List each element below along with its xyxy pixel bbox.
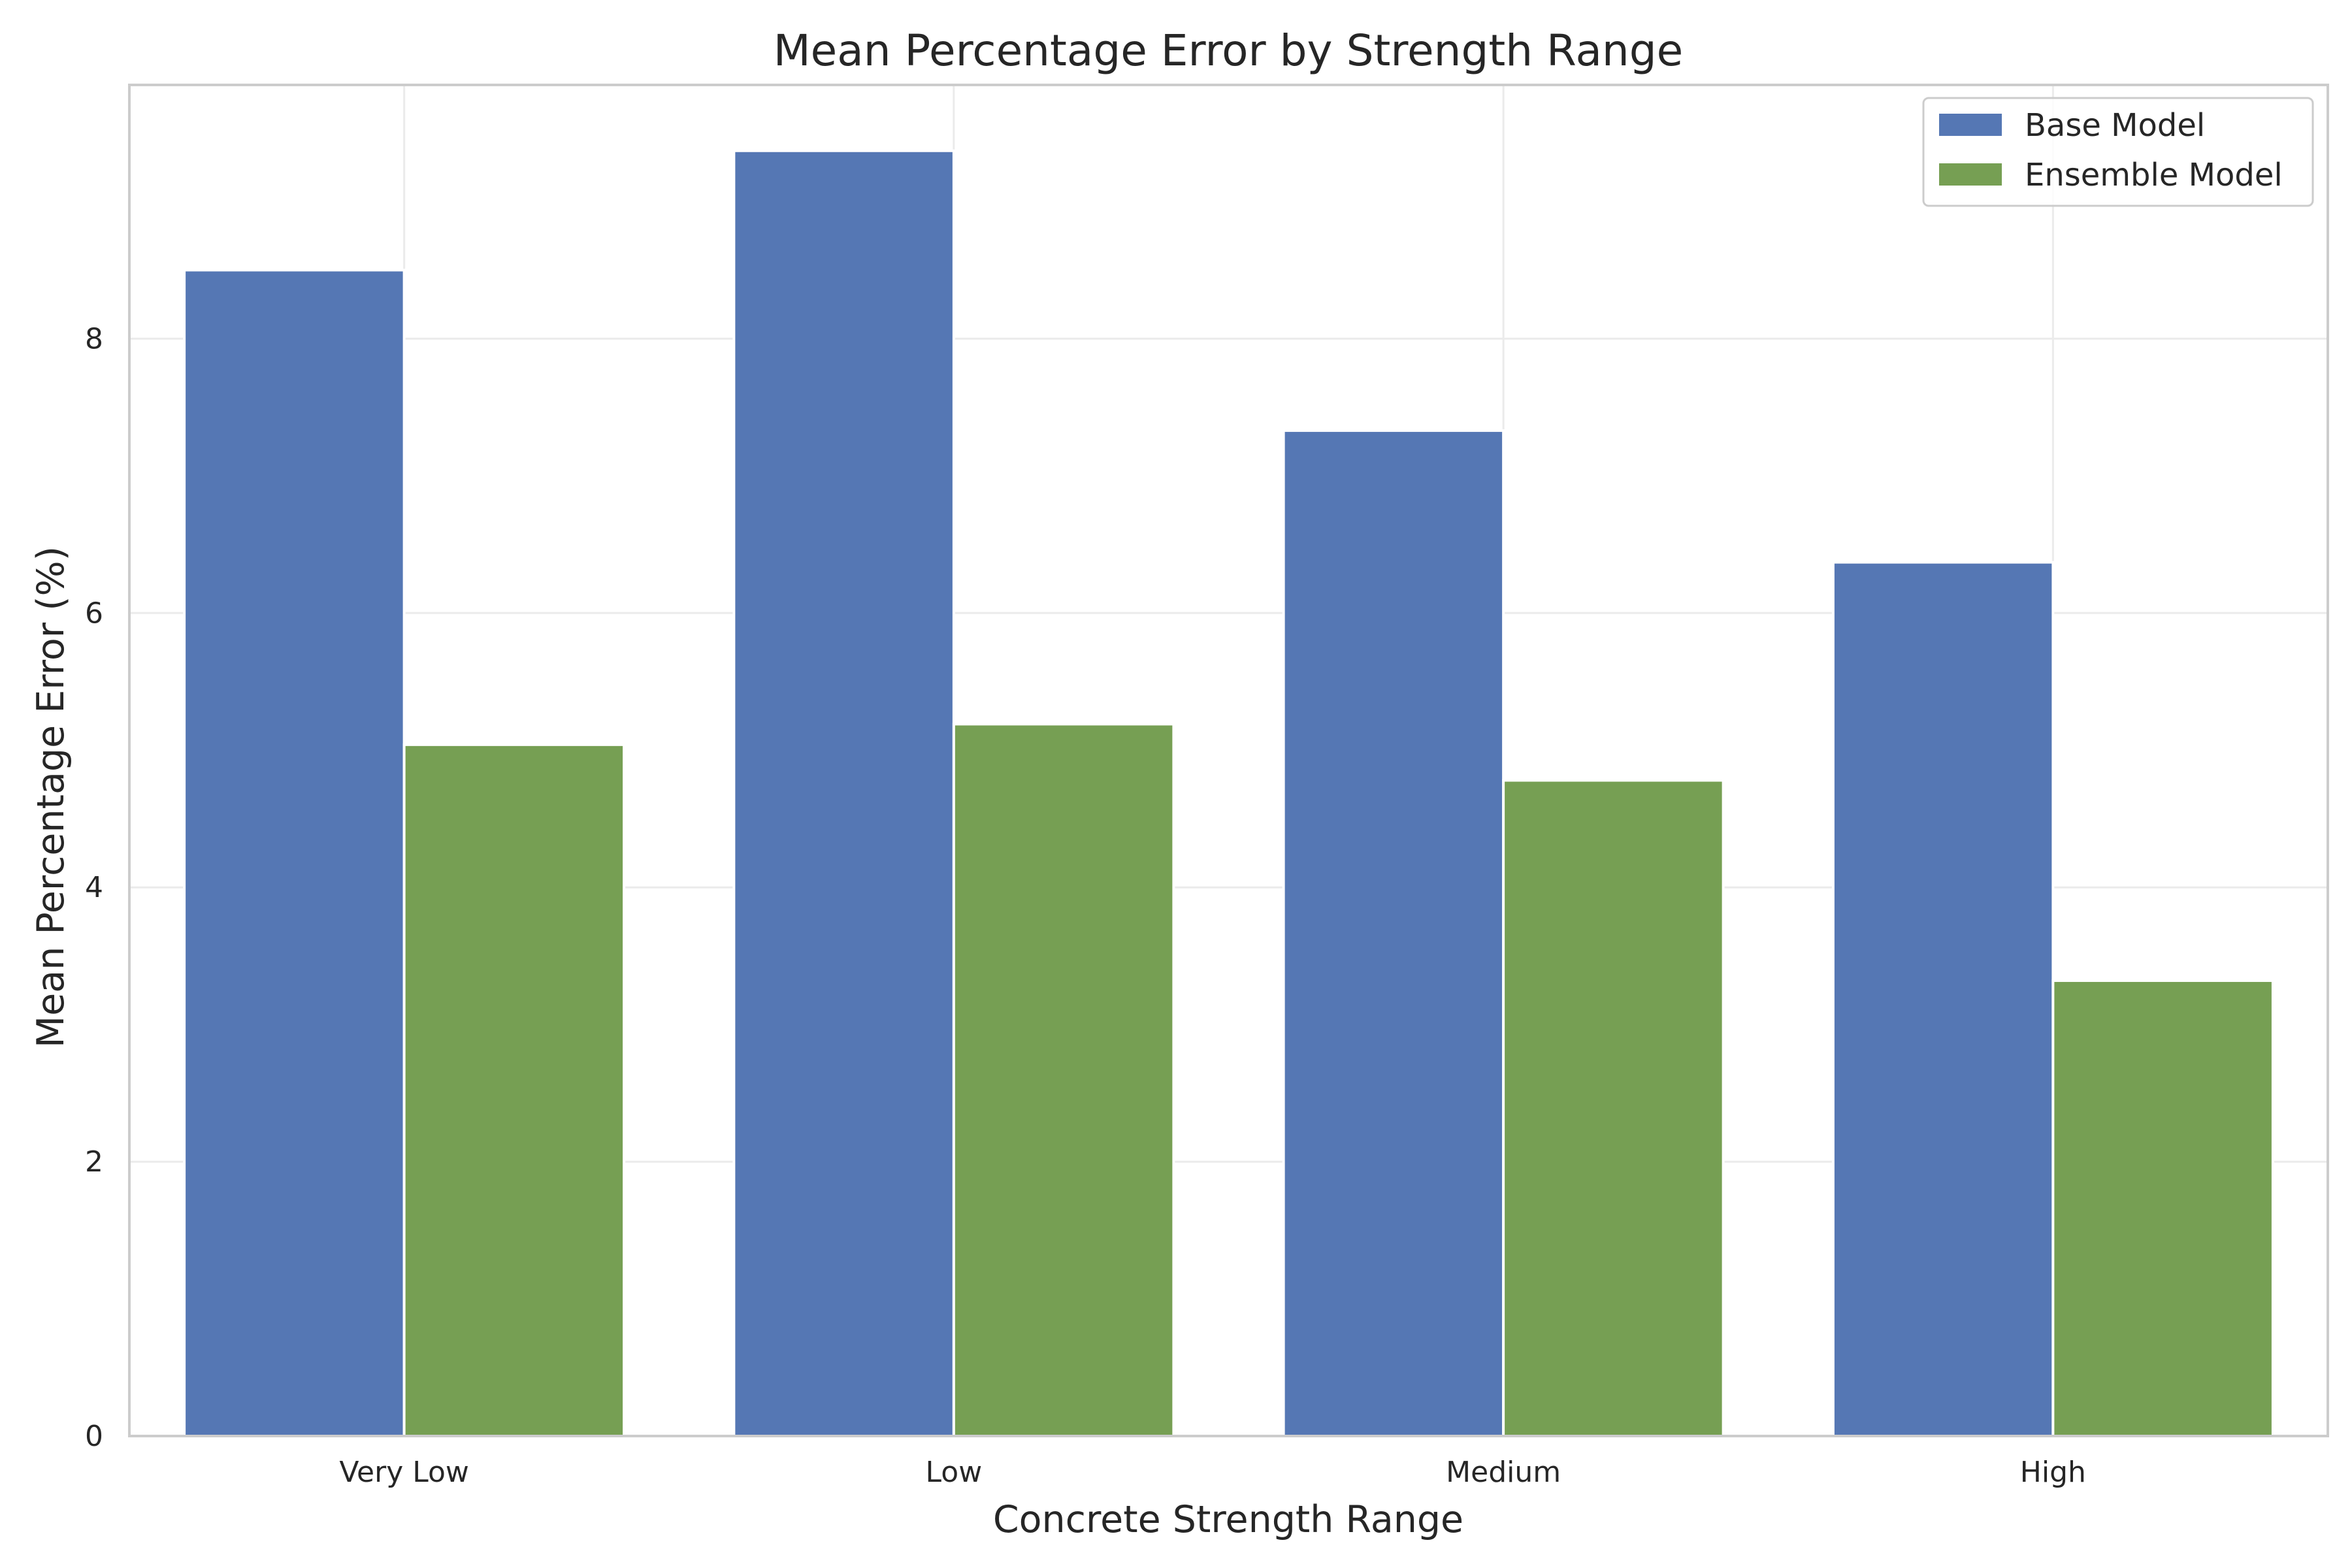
bar-ensemble-model-high: [2051, 979, 2274, 1437]
legend-swatch: [1939, 163, 2002, 186]
chart-title: Mean Percentage Error by Strength Range: [774, 25, 1684, 76]
bar-ensemble-model-medium: [1502, 779, 1725, 1437]
bar-ensemble-model-low: [952, 723, 1175, 1437]
bars: [183, 149, 2274, 1438]
legend-label: Base Model: [2025, 107, 2205, 144]
x-tick-label: Very Low: [339, 1456, 469, 1489]
bar-base-model-low: [732, 149, 955, 1437]
x-tick-label: High: [2020, 1456, 2086, 1489]
legend-swatch: [1939, 114, 2002, 136]
y-tick-label: 4: [85, 871, 103, 904]
x-axis-ticks: Very Low Low Medium High: [339, 1456, 2086, 1489]
y-axis-ticks: 0 2 4 6 8: [85, 322, 103, 1453]
y-tick-label: 0: [85, 1420, 103, 1453]
x-tick-label: Medium: [1446, 1456, 1561, 1489]
plot-frame: [128, 84, 2329, 1437]
bar-base-model-high: [1831, 561, 2055, 1438]
bar-base-model-very-low: [183, 269, 406, 1437]
y-axis-label: Mean Percentage Error (%): [29, 546, 73, 1048]
y-tick-label: 2: [85, 1145, 103, 1179]
x-tick-label: Low: [926, 1456, 983, 1489]
y-tick-label: 8: [85, 322, 103, 355]
legend: Base Model Ensemble Model: [1922, 97, 2314, 207]
bar-base-model-medium: [1282, 429, 1505, 1438]
legend-box: [1922, 97, 2314, 207]
x-axis-label: Concrete Strength Range: [993, 1498, 1463, 1541]
y-tick-label: 6: [85, 596, 103, 630]
bar-ensemble-model-very-low: [402, 743, 626, 1437]
legend-label: Ensemble Model: [2025, 157, 2283, 193]
